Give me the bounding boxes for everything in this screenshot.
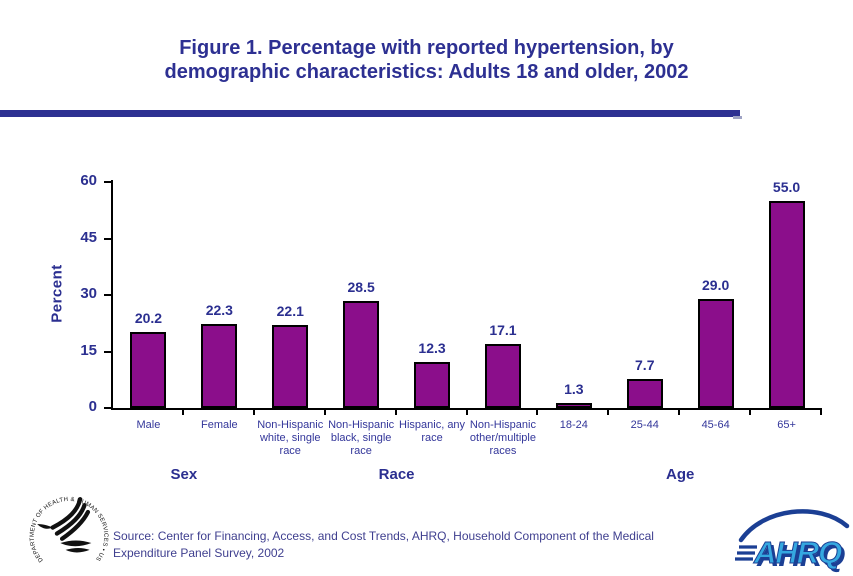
y-tick-label: 30	[80, 285, 97, 302]
bar	[484, 344, 521, 408]
y-tick	[104, 181, 111, 183]
x-tick	[181, 408, 184, 415]
x-tick	[820, 408, 822, 415]
y-tick-label: 60	[80, 172, 97, 189]
category-label: Non-Hispanic other/multiple races	[469, 419, 536, 457]
category-label: Female	[200, 419, 238, 431]
x-tick	[252, 408, 255, 415]
hhs-logo: DEPARTMENT OF HEALTH & HUMAN SERVICES • …	[26, 488, 108, 563]
bar	[697, 299, 734, 408]
y-axis	[111, 180, 113, 410]
bar-value-label: 12.3	[418, 340, 446, 356]
bar	[130, 332, 167, 408]
bar	[272, 325, 309, 408]
y-tick	[104, 350, 111, 353]
category-label: Non-Hispanic black, single race	[328, 419, 395, 457]
y-tick-label: 15	[80, 341, 97, 359]
bar-value-label: 29.0	[702, 277, 730, 293]
x-tick	[536, 408, 539, 415]
bar	[626, 379, 663, 408]
title-divider-shadow	[733, 116, 742, 119]
figure-title-line1: Figure 1. Percentage with reported hyper…	[179, 37, 674, 59]
title-divider	[0, 110, 740, 117]
bar-value-label: 22.1	[276, 303, 304, 319]
ahrq-swoosh-icon	[738, 509, 850, 543]
ahrq-speed-lines-icon	[735, 545, 757, 561]
hhs-eagle-icon	[37, 497, 92, 553]
category-label: 18-24	[559, 419, 588, 431]
bar-value-label: 7.7	[635, 357, 655, 373]
x-tick	[607, 408, 610, 415]
figure-title: Figure 1. Percentage with reported hyper…	[0, 36, 853, 84]
bar-value-label: 20.2	[134, 310, 163, 326]
x-tick	[394, 408, 397, 415]
y-tick	[104, 294, 111, 296]
group-label-age: Age	[666, 466, 695, 483]
group-label-sex: Sex	[170, 466, 198, 483]
category-label: Hispanic, any race	[399, 419, 466, 444]
category-label: 25-44	[630, 419, 659, 431]
ahrq-logo-text: AHRQ	[753, 535, 842, 570]
x-tick	[678, 408, 681, 415]
bar	[343, 301, 380, 408]
y-tick-label: 0	[88, 398, 97, 415]
bar	[414, 362, 451, 408]
x-tick	[323, 408, 326, 415]
category-label: Non-Hispanic white, single race	[257, 419, 324, 457]
bar	[201, 324, 238, 408]
bar-value-label: 1.3	[564, 381, 584, 397]
category-label: Male	[136, 419, 161, 431]
bar-value-label: 17.1	[489, 322, 517, 338]
ahrq-logo: AHRQ AHRQ	[735, 509, 850, 573]
source-text: Source: Center for Financing, Access, an…	[113, 529, 654, 560]
bar-value-label: 22.3	[205, 302, 233, 318]
bar	[555, 403, 592, 408]
category-label: 65+	[777, 419, 796, 431]
x-tick	[749, 408, 752, 415]
y-tick-label: 45	[80, 228, 97, 246]
category-label: 45-64	[701, 419, 730, 431]
bar-value-label: 28.5	[347, 279, 375, 295]
figure-title-line2: demographic characteristics: Adults 18 a…	[164, 61, 689, 83]
y-axis-title: Percent	[48, 264, 66, 323]
group-label-race: Race	[378, 466, 415, 483]
bar-value-label: 55.0	[772, 179, 801, 195]
ahrq-logo-text-shadow: AHRQ	[756, 538, 845, 573]
x-tick	[465, 408, 468, 415]
bar	[768, 201, 805, 408]
y-tick	[104, 407, 111, 409]
y-tick	[104, 237, 111, 240]
